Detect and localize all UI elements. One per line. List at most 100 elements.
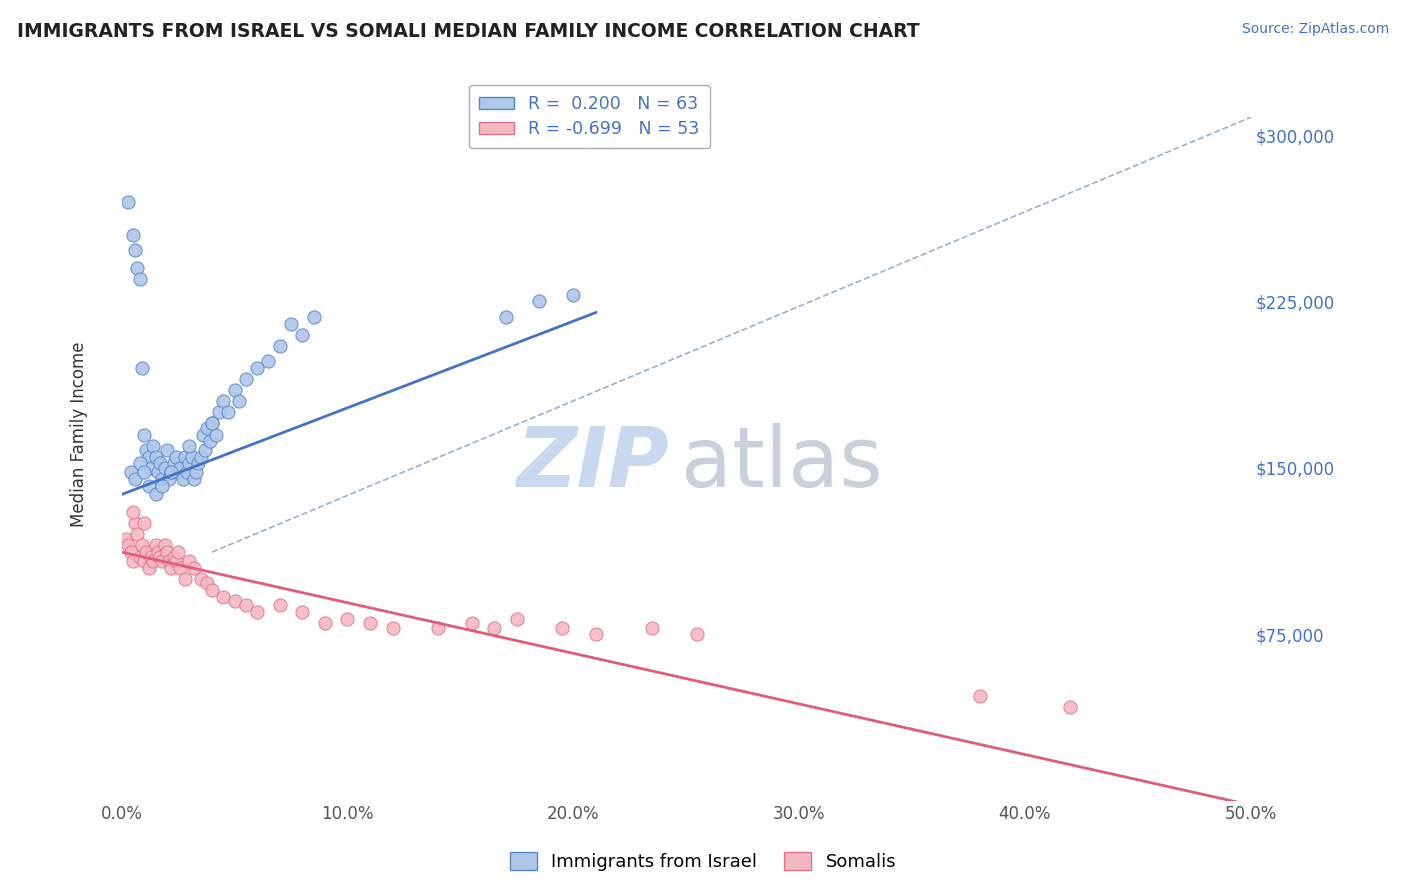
Point bbox=[142, 439, 165, 453]
Point bbox=[157, 472, 180, 486]
Point bbox=[426, 621, 449, 635]
Point bbox=[460, 616, 482, 631]
Point bbox=[149, 549, 172, 564]
Point bbox=[224, 594, 246, 608]
Point bbox=[197, 421, 219, 435]
Point bbox=[160, 465, 183, 479]
Point bbox=[134, 465, 156, 479]
Point bbox=[117, 539, 139, 553]
Point bbox=[135, 443, 157, 458]
Point bbox=[641, 621, 664, 635]
Point bbox=[183, 560, 205, 574]
Point bbox=[156, 443, 179, 458]
Point bbox=[302, 310, 325, 324]
Point bbox=[167, 465, 190, 479]
Point bbox=[187, 457, 209, 471]
Point bbox=[212, 394, 235, 409]
Point bbox=[257, 354, 280, 368]
Point bbox=[585, 627, 607, 641]
Point bbox=[197, 576, 219, 591]
Point bbox=[134, 554, 156, 568]
Point bbox=[156, 545, 179, 559]
Point bbox=[314, 616, 336, 631]
Text: ZIP: ZIP bbox=[516, 424, 669, 504]
Point bbox=[280, 317, 302, 331]
Point bbox=[208, 405, 231, 419]
Point bbox=[201, 417, 224, 431]
Point bbox=[122, 505, 145, 519]
Point bbox=[138, 450, 160, 464]
Text: IMMIGRANTS FROM ISRAEL VS SOMALI MEDIAN FAMILY INCOME CORRELATION CHART: IMMIGRANTS FROM ISRAEL VS SOMALI MEDIAN … bbox=[17, 22, 920, 41]
Point bbox=[138, 478, 160, 492]
Point bbox=[153, 460, 176, 475]
Point bbox=[153, 539, 176, 553]
Point bbox=[124, 516, 146, 531]
Point bbox=[495, 310, 517, 324]
Point bbox=[190, 572, 212, 586]
Point bbox=[198, 434, 221, 449]
Point bbox=[120, 545, 142, 559]
Point bbox=[146, 545, 169, 559]
Point bbox=[127, 527, 149, 541]
Point bbox=[201, 417, 224, 431]
Point bbox=[246, 605, 269, 619]
Point bbox=[149, 457, 172, 471]
Point bbox=[150, 472, 173, 486]
Point bbox=[165, 450, 187, 464]
Point bbox=[128, 549, 150, 564]
Point bbox=[224, 383, 246, 397]
Point bbox=[165, 554, 187, 568]
Point bbox=[146, 465, 169, 479]
Point bbox=[190, 450, 212, 464]
Point bbox=[131, 361, 153, 376]
Point bbox=[180, 450, 202, 464]
Point bbox=[191, 427, 214, 442]
Point bbox=[529, 294, 551, 309]
Point bbox=[246, 361, 269, 376]
Text: Median Family Income: Median Family Income bbox=[70, 342, 87, 527]
Point bbox=[183, 472, 205, 486]
Point bbox=[145, 450, 167, 464]
Point bbox=[145, 539, 167, 553]
Point bbox=[131, 539, 153, 553]
Point bbox=[205, 427, 228, 442]
Point bbox=[138, 560, 160, 574]
Point bbox=[124, 244, 146, 258]
Text: atlas: atlas bbox=[681, 424, 882, 504]
Point bbox=[134, 427, 156, 442]
Point bbox=[120, 465, 142, 479]
Point bbox=[127, 261, 149, 276]
Point bbox=[381, 621, 404, 635]
Point bbox=[235, 599, 257, 613]
Point bbox=[194, 443, 217, 458]
Point bbox=[162, 457, 184, 471]
Point bbox=[562, 287, 585, 301]
Point bbox=[162, 549, 184, 564]
Point bbox=[269, 599, 291, 613]
Point bbox=[551, 621, 574, 635]
Point bbox=[172, 472, 194, 486]
Point bbox=[179, 554, 201, 568]
Point bbox=[115, 532, 138, 546]
Point bbox=[291, 327, 314, 342]
Point bbox=[212, 590, 235, 604]
Point bbox=[686, 627, 709, 641]
Point bbox=[122, 554, 145, 568]
Point bbox=[176, 465, 198, 479]
Point bbox=[228, 394, 250, 409]
Point bbox=[1059, 700, 1081, 714]
Point bbox=[150, 554, 173, 568]
Point bbox=[167, 545, 190, 559]
Point bbox=[169, 560, 191, 574]
Point bbox=[217, 405, 239, 419]
Point bbox=[506, 612, 529, 626]
Point bbox=[150, 478, 173, 492]
Point bbox=[173, 572, 195, 586]
Point bbox=[169, 460, 191, 475]
Point bbox=[291, 605, 314, 619]
Point bbox=[160, 465, 183, 479]
Point bbox=[179, 439, 201, 453]
Point bbox=[122, 227, 145, 242]
Point bbox=[135, 545, 157, 559]
Point bbox=[139, 549, 162, 564]
